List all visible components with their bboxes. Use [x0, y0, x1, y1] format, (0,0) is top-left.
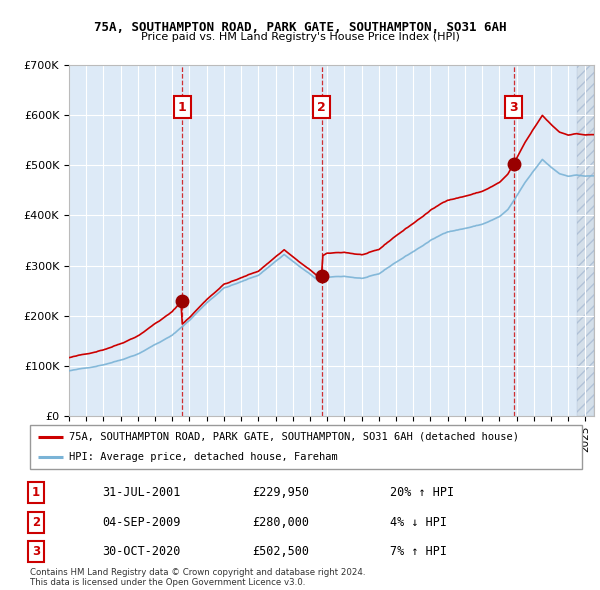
Bar — [322, 65, 514, 416]
Bar — [182, 65, 322, 416]
Text: Contains HM Land Registry data © Crown copyright and database right 2024.: Contains HM Land Registry data © Crown c… — [30, 568, 365, 577]
Text: 30-OCT-2020: 30-OCT-2020 — [102, 545, 181, 558]
Bar — [514, 65, 577, 416]
Text: This data is licensed under the Open Government Licence v3.0.: This data is licensed under the Open Gov… — [30, 578, 305, 587]
Text: 1: 1 — [32, 486, 40, 499]
Bar — [577, 65, 594, 416]
Text: 2: 2 — [32, 516, 40, 529]
Text: 3: 3 — [32, 545, 40, 558]
Text: £229,950: £229,950 — [252, 486, 309, 499]
Text: 75A, SOUTHAMPTON ROAD, PARK GATE, SOUTHAMPTON, SO31 6AH: 75A, SOUTHAMPTON ROAD, PARK GATE, SOUTHA… — [94, 21, 506, 34]
Text: 75A, SOUTHAMPTON ROAD, PARK GATE, SOUTHAMPTON, SO31 6AH (detached house): 75A, SOUTHAMPTON ROAD, PARK GATE, SOUTHA… — [68, 432, 518, 442]
Text: £502,500: £502,500 — [252, 545, 309, 558]
Text: 20% ↑ HPI: 20% ↑ HPI — [390, 486, 454, 499]
Text: 1: 1 — [178, 100, 187, 113]
Text: 2: 2 — [317, 100, 326, 113]
FancyBboxPatch shape — [30, 425, 582, 469]
Text: £280,000: £280,000 — [252, 516, 309, 529]
Text: 31-JUL-2001: 31-JUL-2001 — [102, 486, 181, 499]
Text: 7% ↑ HPI: 7% ↑ HPI — [390, 545, 447, 558]
Text: 3: 3 — [509, 100, 518, 113]
Text: Price paid vs. HM Land Registry's House Price Index (HPI): Price paid vs. HM Land Registry's House … — [140, 32, 460, 42]
Bar — [69, 65, 182, 416]
Text: 4% ↓ HPI: 4% ↓ HPI — [390, 516, 447, 529]
Text: HPI: Average price, detached house, Fareham: HPI: Average price, detached house, Fare… — [68, 452, 337, 462]
Text: 04-SEP-2009: 04-SEP-2009 — [102, 516, 181, 529]
